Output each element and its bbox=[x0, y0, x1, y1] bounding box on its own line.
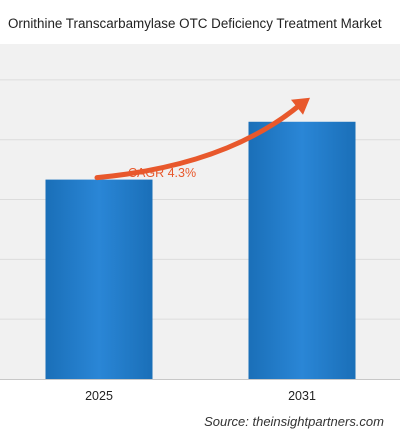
bar-2031 bbox=[248, 121, 356, 380]
bars bbox=[45, 121, 356, 380]
x-tick-label-2025: 2025 bbox=[85, 389, 113, 403]
source-note: Source: theinsightpartners.com bbox=[204, 414, 384, 429]
cagr-arrow bbox=[94, 97, 310, 181]
x-axis-line bbox=[0, 379, 400, 380]
cagr-arrow-shaft bbox=[94, 102, 303, 181]
chart-title: Ornithine Transcarbamylase OTC Deficienc… bbox=[8, 16, 382, 31]
cagr-arrow-head bbox=[291, 97, 310, 115]
bar-2025 bbox=[45, 179, 153, 379]
x-tick-label-2031: 2031 bbox=[288, 389, 316, 403]
cagr-annotation: CAGR 4.3% bbox=[128, 166, 197, 180]
